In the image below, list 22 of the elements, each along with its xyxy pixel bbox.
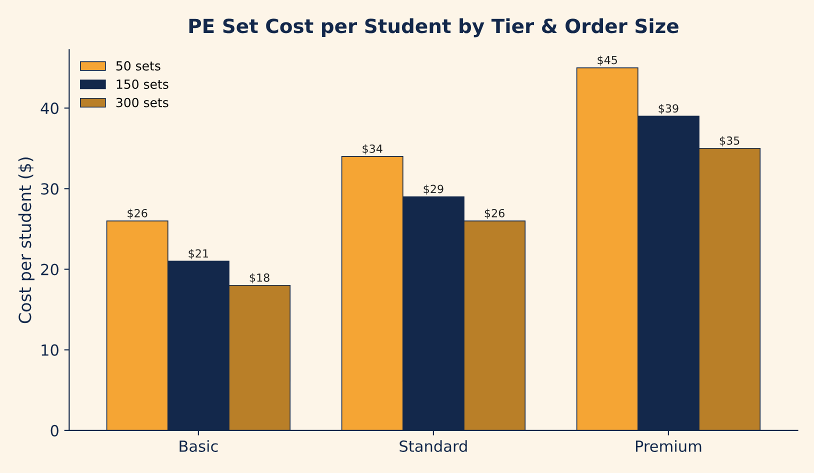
y-tick-label: 30 [41,183,58,195]
x-tick-label: Standard [400,440,467,452]
legend-label: 150 sets [116,79,168,89]
legend-label: 50 sets [116,61,160,71]
data-label: $35 [720,136,740,146]
chart-title: PE Set Cost per Student by Tier & Order Size [189,18,678,38]
x-tick-label: Basic [180,440,218,452]
y-axis-title: Cost per student ($) [18,158,34,324]
data-label: $39 [658,104,678,114]
data-label: $34 [362,144,382,154]
legend-label: 300 sets [116,98,168,108]
data-label: $29 [424,184,444,195]
data-label: $21 [188,249,208,260]
data-label: $26 [128,208,148,219]
y-tick-label: 10 [42,344,58,356]
y-tick-label: 20 [41,264,58,276]
data-label: $26 [484,208,504,219]
y-tick-label: 0 [50,424,58,436]
y-tick-label: 40 [40,102,58,114]
data-label: $45 [598,56,617,66]
data-label: $18 [250,273,270,284]
x-tick-label: Premium [636,440,702,452]
